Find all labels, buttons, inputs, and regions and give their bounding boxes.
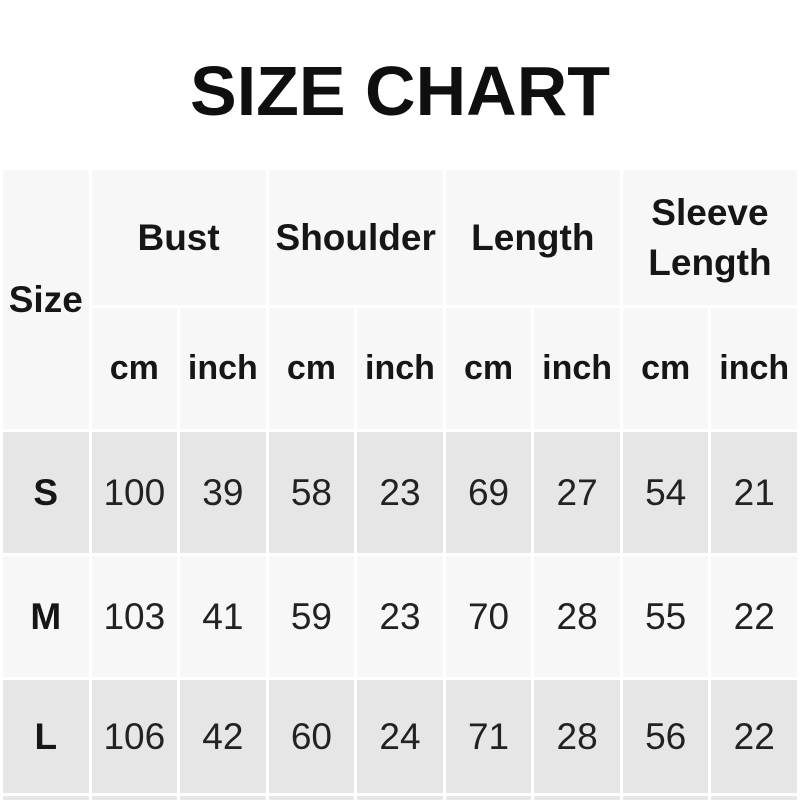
unit-header-length-cm: cm — [445, 308, 532, 429]
cell-l-bust-cm: 106 — [91, 680, 178, 793]
unit-header-sleeve-cm: cm — [622, 308, 709, 429]
next-row-sliver — [357, 796, 443, 800]
cell-m-bust-inch: 41 — [180, 556, 266, 677]
cell-l-length-cm: 71 — [445, 680, 532, 793]
unit-header-bust-cm: cm — [91, 308, 178, 429]
unit-header-shoulder-cm: cm — [268, 308, 355, 429]
cell-s-length-inch: 27 — [534, 432, 620, 553]
column-group-length: Length — [445, 170, 620, 305]
unit-header-bust-inch: inch — [180, 308, 266, 429]
cell-m-length-cm: 70 — [445, 556, 532, 677]
next-row-sliver — [445, 796, 532, 800]
cell-m-sleeve-cm: 55 — [622, 556, 709, 677]
cell-s-sleeve-cm: 54 — [622, 432, 709, 553]
cell-l-shoulder-inch: 24 — [357, 680, 443, 793]
size-chart-table: Size Bust Shoulder Length Sleeve Length … — [0, 170, 800, 800]
cell-l-shoulder-cm: 60 — [268, 680, 355, 793]
cell-s-sleeve-inch: 21 — [711, 432, 797, 553]
cell-l-length-inch: 28 — [534, 680, 620, 793]
column-group-sleeve-length: Sleeve Length — [622, 170, 797, 305]
cell-m-shoulder-inch: 23 — [357, 556, 443, 677]
unit-header-length-inch: inch — [534, 308, 620, 429]
cell-m-sleeve-inch: 22 — [711, 556, 797, 677]
cell-l-bust-inch: 42 — [180, 680, 266, 793]
cell-m-length-inch: 28 — [534, 556, 620, 677]
next-row-sliver — [268, 796, 355, 800]
next-row-sliver — [91, 796, 178, 800]
cell-m-bust-cm: 103 — [91, 556, 178, 677]
cell-s-length-cm: 69 — [445, 432, 532, 553]
cell-m-shoulder-cm: 59 — [268, 556, 355, 677]
next-row-sliver — [534, 796, 620, 800]
cell-s-shoulder-cm: 58 — [268, 432, 355, 553]
cell-s-shoulder-inch: 23 — [357, 432, 443, 553]
unit-header-shoulder-inch: inch — [357, 308, 443, 429]
row-label-s: S — [3, 432, 89, 553]
column-group-shoulder: Shoulder — [268, 170, 443, 305]
column-group-bust: Bust — [91, 170, 266, 305]
cell-l-sleeve-cm: 56 — [622, 680, 709, 793]
next-row-sliver — [711, 796, 797, 800]
column-header-size: Size — [3, 170, 89, 429]
cell-l-sleeve-inch: 22 — [711, 680, 797, 793]
row-label-m: M — [3, 556, 89, 677]
next-row-sliver — [180, 796, 266, 800]
next-row-sliver — [622, 796, 709, 800]
next-row-sliver — [3, 796, 89, 800]
unit-header-sleeve-inch: inch — [711, 308, 797, 429]
row-label-l: L — [3, 680, 89, 793]
size-chart-title: SIZE CHART — [190, 52, 610, 130]
cell-s-bust-inch: 39 — [180, 432, 266, 553]
cell-s-bust-cm: 100 — [91, 432, 178, 553]
